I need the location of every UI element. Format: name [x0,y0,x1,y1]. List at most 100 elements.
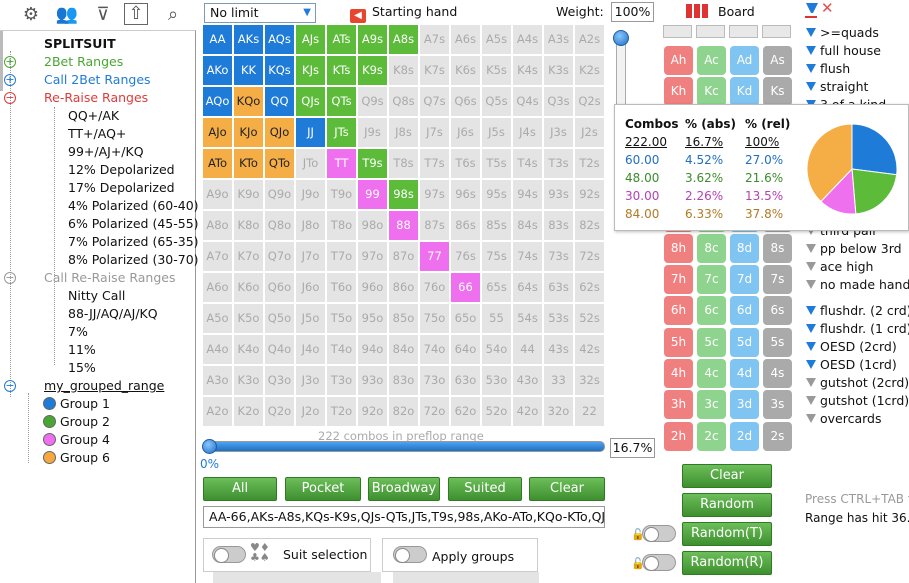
hand-cell-76o[interactable]: 76o [420,273,449,302]
hand-cell-T7o[interactable]: T7o [327,242,356,271]
hand-cell-K7s[interactable]: K7s [420,56,449,85]
hand-cell-AKs[interactable]: AKs [234,25,263,54]
users-icon[interactable]: 👥 [55,4,79,25]
hand-cell-63s[interactable]: 63s [544,273,573,302]
hand-cell-K3o[interactable]: K3o [234,366,263,395]
hand-cell-QJo[interactable]: QJo [265,118,294,147]
board-card-7c[interactable]: 7c [697,265,726,295]
hand-cell-42o[interactable]: 42o [513,397,542,426]
hand-cell-TT[interactable]: TT [327,149,356,178]
hand-cell-K6o[interactable]: K6o [234,273,263,302]
suit-selection-toggle[interactable] [212,546,246,563]
hand-cell-T9o[interactable]: T9o [327,180,356,209]
board-card-2c[interactable]: 2c [697,421,726,451]
board-card-5h[interactable]: 5h [664,327,693,357]
hand-cell-93s[interactable]: 93s [544,180,573,209]
board-card-Ad[interactable]: Ad [730,46,759,75]
hand-cell-87o[interactable]: 87o [389,242,418,271]
board-card-2s[interactable]: 2s [763,421,792,451]
hand-cell-98s[interactable]: 98s [389,180,418,209]
hand-cell-95s[interactable]: 95s [482,180,511,209]
board-card-4h[interactable]: 4h [664,359,693,388]
board-card-Kc[interactable]: Kc [697,77,726,107]
range-text-input[interactable]: AA-66,AKs-A8s,KQs-K9s,QJs-QTs,JTs,T9s,98… [203,506,605,528]
board-card-3d[interactable]: 3d [730,390,759,420]
hand-cell-K5o[interactable]: K5o [234,304,263,333]
filter-item[interactable]: no made hand [806,276,909,294]
tree-call-reraise[interactable]: Call Re-Raise Ranges [44,270,176,285]
hand-cell-J6o[interactable]: J6o [296,273,325,302]
hand-cell-86o[interactable]: 86o [389,273,418,302]
hand-cell-J7o[interactable]: J7o [296,242,325,271]
filter-add-icon[interactable]: ⊽ [96,4,110,25]
hand-cell-KTs[interactable]: KTs [327,56,356,85]
pocket-button[interactable]: Pocket [285,477,361,501]
hand-cell-A8s[interactable]: A8s [389,25,418,54]
board-card-8s[interactable]: 8s [763,233,792,263]
hand-cell-32o[interactable]: 32o [544,397,573,426]
hand-cell-AQs[interactable]: AQs [265,25,294,54]
upload-icon[interactable]: ⇧ [124,3,148,25]
filter-item[interactable]: full house [806,42,881,60]
collapse-icon[interactable]: − [4,379,16,392]
hand-cell-A8o[interactable]: A8o [203,211,232,240]
hand-cell-42s[interactable]: 42s [575,335,604,364]
filter-item[interactable]: flushdr. (2 crd) [806,302,909,320]
hand-cell-K6s[interactable]: K6s [451,56,480,85]
apply-groups-toggle[interactable] [393,546,427,563]
board-clear-button[interactable]: Clear [682,464,772,488]
hand-cell-A9s[interactable]: A9s [358,25,387,54]
hand-cell-93o[interactable]: 93o [358,366,387,395]
tree-item[interactable]: 15% [68,360,96,375]
hand-cell-J9o[interactable]: J9o [296,180,325,209]
broadway-button[interactable]: Broadway [368,477,440,501]
tree-group-item[interactable]: Group 4 [43,431,110,449]
random-button[interactable]: Random [682,493,772,517]
hand-cell-A5o[interactable]: A5o [203,304,232,333]
tree-group-item[interactable]: Group 1 [43,395,110,413]
board-card-4c[interactable]: 4c [697,359,726,388]
hand-cell-Q7o[interactable]: Q7o [265,242,294,271]
hand-cell-92s[interactable]: 92s [575,180,604,209]
hand-cell-T8o[interactable]: T8o [327,211,356,240]
hand-cell-A2o[interactable]: A2o [203,397,232,426]
hand-cell-84s[interactable]: 84s [513,211,542,240]
hand-cell-Q8o[interactable]: Q8o [265,211,294,240]
hand-cell-A4s[interactable]: A4s [513,25,542,54]
hand-cell-T7s[interactable]: T7s [420,149,449,178]
hand-cell-K9o[interactable]: K9o [234,180,263,209]
board-card-4s[interactable]: 4s [763,359,792,388]
weight-slider-thumb[interactable] [613,30,629,46]
starting-hand-button[interactable]: ◀ Starting hand [350,3,457,23]
random-r-button[interactable]: Random(R) [682,551,772,575]
hand-cell-77[interactable]: 77 [420,242,449,271]
tree-item[interactable]: 12% Depolarized [68,162,175,177]
hand-cell-53o[interactable]: 53o [482,366,511,395]
filter-item[interactable]: >=quads [806,24,879,42]
hand-cell-T2s[interactable]: T2s [575,149,604,178]
expand-icon[interactable]: + [4,73,16,86]
filter-item[interactable]: OESD (2crd) [806,338,897,356]
board-card-As[interactable]: As [763,46,792,75]
hand-cell-A7s[interactable]: A7s [420,25,449,54]
hand-cell-A5s[interactable]: A5s [482,25,511,54]
hand-cell-62s[interactable]: 62s [575,273,604,302]
hand-cell-52o[interactable]: 52o [482,397,511,426]
hand-cell-KQs[interactable]: KQs [265,56,294,85]
collapse-icon[interactable]: − [4,271,16,284]
tree-item[interactable]: 4% Polarized (60-40) [68,198,199,213]
hand-cell-75s[interactable]: 75s [482,242,511,271]
hand-cell-J2s[interactable]: J2s [575,118,604,147]
board-card-3s[interactable]: 3s [763,390,792,420]
hand-cell-T4s[interactable]: T4s [513,149,542,178]
all-button[interactable]: All [203,477,277,501]
hand-cell-54o[interactable]: 54o [482,335,511,364]
hand-cell-J2o[interactable]: J2o [296,397,325,426]
hand-cell-ATo[interactable]: ATo [203,149,232,178]
tree-item[interactable]: QQ+/AK [68,108,120,123]
combo-slider[interactable] [202,439,605,454]
filter-icon[interactable] [806,3,818,17]
hand-cell-K7o[interactable]: K7o [234,242,263,271]
hand-cell-KTo[interactable]: KTo [234,149,263,178]
board-card-2d[interactable]: 2d [730,421,759,451]
